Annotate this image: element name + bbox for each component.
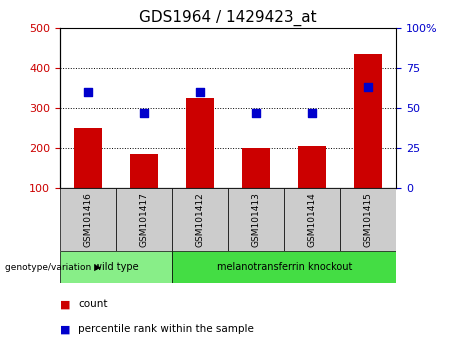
Bar [172,251,396,283]
Bar [116,188,172,251]
Text: GSM101412: GSM101412 [195,192,205,247]
Text: ■: ■ [60,299,71,309]
Text: percentile rank within the sample: percentile rank within the sample [78,324,254,334]
Text: GSM101414: GSM101414 [308,192,317,247]
Text: genotype/variation ▶: genotype/variation ▶ [5,263,100,272]
Point [84,89,92,95]
Text: count: count [78,299,108,309]
Text: ■: ■ [60,324,71,334]
Point [196,89,204,95]
Bar [186,98,214,188]
Text: GSM101415: GSM101415 [364,192,373,247]
Text: GSM101416: GSM101416 [83,192,93,247]
Title: GDS1964 / 1429423_at: GDS1964 / 1429423_at [139,9,317,25]
Bar [298,146,326,188]
Bar [284,188,340,251]
Bar [60,251,172,283]
Bar [74,128,102,188]
Bar [355,54,383,188]
Bar [242,148,270,188]
Point [309,110,316,116]
Text: wild type: wild type [94,262,138,272]
Bar [60,188,116,251]
Bar [130,154,158,188]
Point [140,110,148,116]
Text: GSM101417: GSM101417 [140,192,148,247]
Point [253,110,260,116]
Point [365,85,372,90]
Text: melanotransferrin knockout: melanotransferrin knockout [217,262,352,272]
Bar [228,188,284,251]
Bar [340,188,396,251]
Text: GSM101413: GSM101413 [252,192,261,247]
Bar [172,188,228,251]
